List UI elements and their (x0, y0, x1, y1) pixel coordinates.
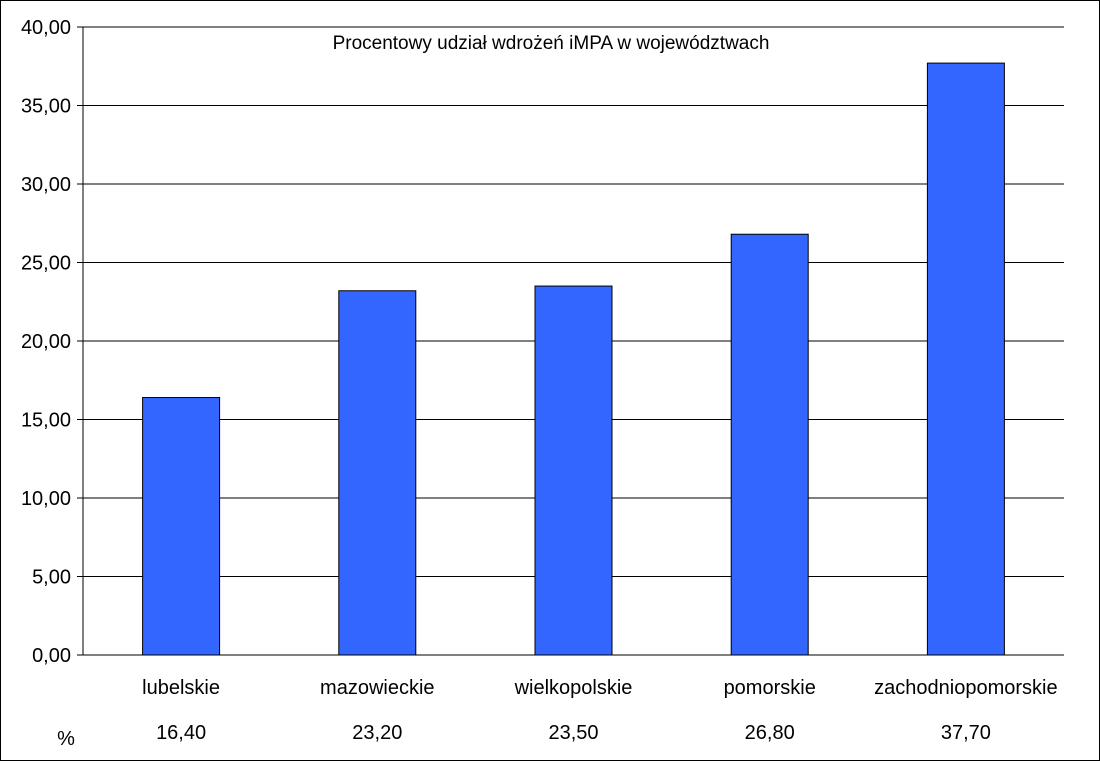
bar-pomorskie (730, 233, 809, 656)
y-tick-label: 30,00 (21, 174, 71, 196)
y-tick-label: 25,00 (21, 253, 71, 275)
data-table-values: 16,40 23,20 23,50 26,80 37,70 (156, 722, 991, 744)
y-tick-label: 15,00 (21, 410, 71, 432)
category-label: mazowieckie (320, 677, 434, 699)
category-label: zachodniopomorskie (874, 677, 1057, 699)
category-labels: lubelskie mazowieckie wielkopolskie pomorsk… (142, 677, 1057, 699)
value-label: 16,40 (156, 722, 206, 744)
bar-wielkopolskie (534, 285, 613, 656)
value-label: 23,50 (548, 722, 598, 744)
value-label: 23,20 (352, 722, 402, 744)
bars (142, 62, 1005, 656)
category-label: pomorskie (724, 677, 816, 699)
bar-lubelskie (142, 397, 221, 656)
bar-zachodniopomorskie (926, 62, 1005, 656)
y-tick-labels: 0,00 5,00 10,00 15,00 20,00 25,00 30,00 35,00 40… (21, 17, 71, 667)
data-table-row-label: % (57, 728, 75, 750)
axes (77, 26, 1064, 656)
bar-mazowieckie (338, 290, 417, 656)
chart-title: Procentowy udział wdrożeń iMPA w wojewód… (333, 33, 770, 54)
value-label: 37,70 (941, 722, 991, 744)
value-label: 26,80 (745, 722, 795, 744)
category-label: lubelskie (142, 677, 220, 699)
y-tick-label: 5,00 (32, 567, 71, 589)
category-label: wielkopolskie (514, 677, 633, 699)
y-tick-label: 10,00 (21, 488, 71, 510)
y-tick-label: 20,00 (21, 331, 71, 353)
y-tick-label: 0,00 (32, 645, 71, 667)
y-tick-label: 40,00 (21, 17, 71, 39)
y-tick-label: 35,00 (21, 96, 71, 118)
